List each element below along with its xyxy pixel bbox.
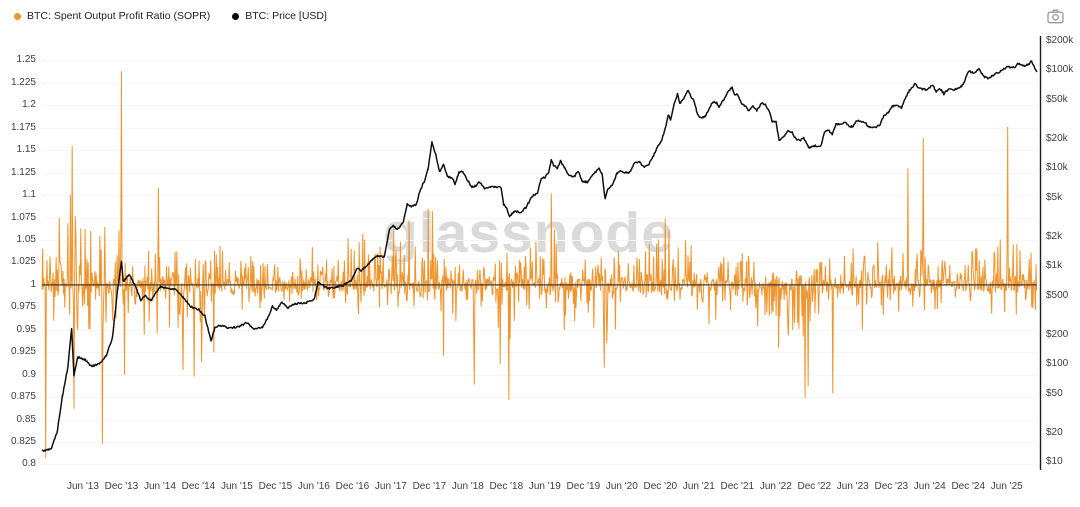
sopr-axis-tick-label: 1.175 xyxy=(10,121,36,133)
price-axis-tick-label: $10k xyxy=(1046,162,1068,174)
sopr-axis-tick-label: 1.1 xyxy=(22,189,36,201)
date-axis-tick-label: Jun '16 xyxy=(297,481,330,492)
price-axis-tick-label: $1k xyxy=(1046,260,1063,272)
date-axis-tick-label: Dec '23 xyxy=(874,481,909,492)
date-axis-tick-label: Dec '18 xyxy=(489,481,524,492)
date-axis-tick-label: Jun '23 xyxy=(836,481,869,492)
price-axis-tick-label: $500 xyxy=(1046,289,1069,301)
screenshot-button[interactable] xyxy=(1044,6,1066,26)
sopr-series-dot-icon xyxy=(14,12,21,20)
price-axis-tick-label: $100k xyxy=(1046,64,1074,76)
sopr-axis-tick-label: 1.025 xyxy=(10,256,36,268)
price-axis-tick-label: $200k xyxy=(1046,34,1074,46)
sopr-axis-tick-label: 1.225 xyxy=(10,76,36,88)
price-series-dot-icon xyxy=(232,12,240,20)
price-axis-tick-label: $20 xyxy=(1046,426,1063,438)
sopr-axis-tick-label: 0.9 xyxy=(22,368,36,380)
date-axis-tick-label: Dec '16 xyxy=(335,481,370,492)
sopr-axis-tick-label: 1.25 xyxy=(16,54,36,66)
date-axis-tick-label: Jun '24 xyxy=(913,481,946,492)
date-axis-tick-label: Dec '24 xyxy=(951,481,986,492)
date-axis-tick-label: Jun '25 xyxy=(990,481,1023,492)
sopr-axis-tick-label: 1.075 xyxy=(10,211,36,223)
date-axis-tick-label: Dec '21 xyxy=(720,481,755,492)
legend-item-sopr[interactable]: BTC: Spent Output Profit Ratio (SOPR) xyxy=(14,10,210,22)
sopr-axis-tick-label: 1.05 xyxy=(16,234,36,245)
sopr-axis-tick-label: 0.85 xyxy=(16,413,36,425)
price-axis-tick-label: $5k xyxy=(1046,191,1063,203)
sopr-axis-tick-label: 1 xyxy=(30,278,36,290)
date-axis-tick-label: Dec '14 xyxy=(181,481,216,492)
sopr-axis-tick-label: 0.925 xyxy=(10,346,36,358)
date-axis-tick-label: Dec '17 xyxy=(412,481,447,492)
date-axis-tick-label: Dec '22 xyxy=(797,481,832,492)
price-axis-tick-label: $50 xyxy=(1046,387,1063,399)
sopr-axis-tick-label: 0.875 xyxy=(10,391,36,403)
chart-legend: BTC: Spent Output Profit Ratio (SOPR) BT… xyxy=(14,10,327,22)
legend-item-price[interactable]: BTC: Price [USD] xyxy=(232,10,327,22)
price-series-label: BTC: Price [USD] xyxy=(245,10,327,22)
price-axis-tick-label: $200 xyxy=(1046,328,1069,340)
sopr-axis-tick-label: 0.95 xyxy=(16,323,36,335)
price-axis-tick-label: $50k xyxy=(1046,93,1068,105)
date-axis-tick-label: Jun '17 xyxy=(374,481,407,492)
price-axis-tick-label: $20k xyxy=(1046,132,1068,144)
date-axis-tick-label: Jun '19 xyxy=(528,481,561,492)
sopr-axis-tick-label: 0.825 xyxy=(10,436,36,447)
camera-icon xyxy=(1046,9,1064,24)
date-axis-tick-label: Jun '14 xyxy=(143,481,176,492)
date-axis-tick-label: Jun '13 xyxy=(66,481,99,492)
sopr-axis-tick-label: 0.975 xyxy=(10,301,36,313)
date-axis-tick-label: Jun '18 xyxy=(451,481,484,492)
sopr-axis-tick-label: 1.2 xyxy=(22,99,36,111)
sopr-axis-tick-label: 1.125 xyxy=(10,166,36,178)
sopr-axis-tick-label: 1.15 xyxy=(16,144,36,156)
sopr-axis-tick-label: 0.8 xyxy=(22,458,36,470)
date-axis-tick-label: Jun '20 xyxy=(605,481,638,492)
sopr-series-label: BTC: Spent Output Profit Ratio (SOPR) xyxy=(27,10,211,22)
price-axis-tick-label: $10 xyxy=(1046,456,1063,467)
price-axis-tick-label: $2k xyxy=(1046,230,1063,242)
date-axis-tick-label: Dec '13 xyxy=(104,481,139,492)
date-axis-tick-label: Jun '15 xyxy=(220,481,253,492)
price-axis-tick-label: $100 xyxy=(1046,358,1069,370)
date-axis-tick-label: Dec '19 xyxy=(566,481,601,492)
date-axis-tick-label: Jun '22 xyxy=(759,481,792,492)
date-axis-tick-label: Dec '15 xyxy=(258,481,293,492)
date-axis-tick-label: Jun '21 xyxy=(682,481,715,492)
date-axis-tick-label: Dec '20 xyxy=(643,481,678,492)
